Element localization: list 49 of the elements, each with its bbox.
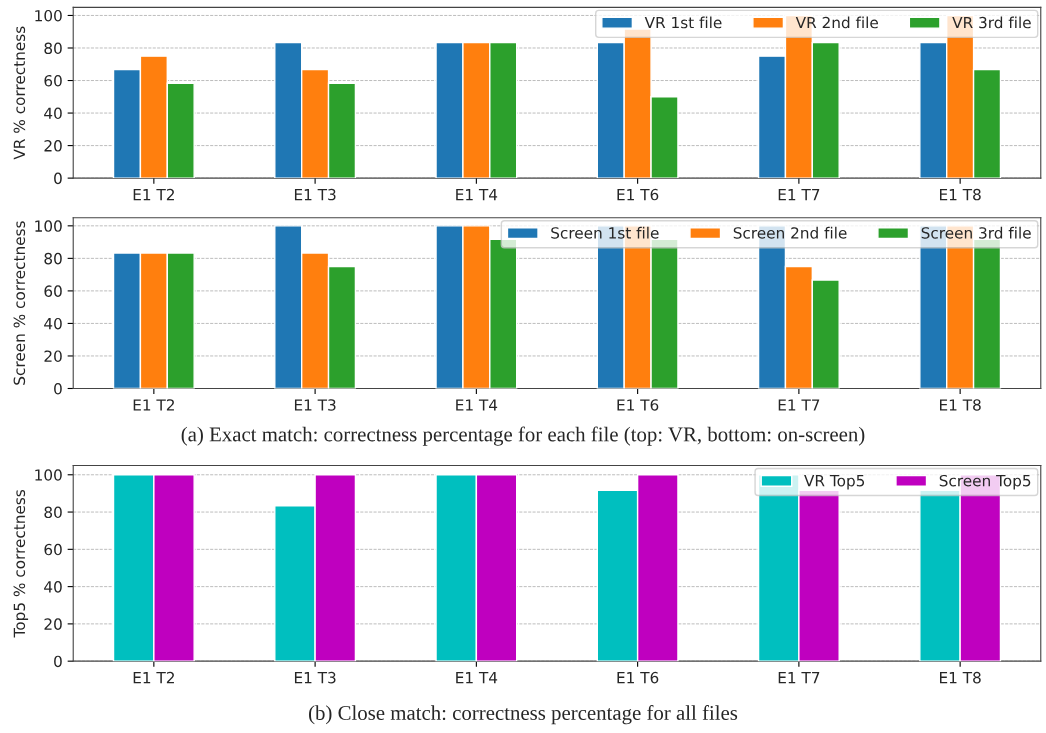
x-tick-label: E1 T8 <box>940 671 981 684</box>
y-tick-label: 0 <box>54 172 62 185</box>
y-tick-label: 100 <box>35 469 62 481</box>
x-tick-label: E1 T6 <box>617 399 659 411</box>
x-tick-label: E1 T7 <box>778 399 820 411</box>
y-tick-label: 60 <box>44 543 62 556</box>
y-tick-label: 80 <box>44 42 62 55</box>
legend-label: Screen 3rd file <box>921 226 1031 239</box>
y-tick-label: 40 <box>44 107 62 120</box>
x-tick-label: E1 T6 <box>617 671 659 684</box>
legend-label: VR 2nd file <box>795 16 878 29</box>
legend-label: Screen Top5 <box>939 474 1031 490</box>
x-tick-label: E1 T2 <box>133 399 174 411</box>
x-tick-label: E1 T3 <box>294 399 336 411</box>
x-tick-label: E1 T8 <box>940 399 981 411</box>
y-tick-label: 80 <box>44 252 62 265</box>
y-axis-title: VR % correctness <box>13 26 26 160</box>
y-tick-label: 0 <box>54 655 62 668</box>
y-tick-label: 40 <box>44 581 62 593</box>
x-tick-label: E1 T4 <box>456 399 498 411</box>
y-tick-label: 60 <box>44 74 62 87</box>
x-tick-label: E1 T4 <box>456 189 498 201</box>
legend-label: VR 3rd file <box>952 16 1031 29</box>
y-tick-label: 20 <box>44 618 62 630</box>
x-tick-label: E1 T2 <box>133 188 174 201</box>
y-axis-title: Top5 % correctness <box>13 489 29 638</box>
x-tick-label: E1 T7 <box>778 189 820 201</box>
y-tick-label: 0 <box>54 382 62 395</box>
text: (a) Exact match: correctness percentage for each file (top: VR, bottom: on-screen) <box>181 426 865 446</box>
x-tick-label: E1 T2 <box>133 671 174 684</box>
x-tick-label: E1 T3 <box>294 671 336 684</box>
y-tick-label: 100 <box>35 220 62 232</box>
x-tick-label: E1 T4 <box>456 672 498 684</box>
legend-label: Screen 1st file <box>551 226 659 239</box>
text: (b) Close match: correctness percentage for all files <box>309 705 738 725</box>
x-tick-label: E1 T7 <box>778 672 820 684</box>
x-tick-label: E1 T8 <box>940 188 981 201</box>
legend-label: VR Top5 <box>804 475 865 490</box>
y-tick-label: 20 <box>44 350 62 362</box>
x-tick-label: E1 T6 <box>617 188 659 201</box>
y-tick-label: 40 <box>44 317 62 330</box>
legend-label: Screen 2nd file <box>733 226 847 239</box>
y-tick-label: 60 <box>44 285 62 297</box>
y-tick-label: 20 <box>44 140 62 152</box>
legend-label: VR 1st file <box>644 16 722 29</box>
y-tick-label: 100 <box>35 9 62 22</box>
y-tick-label: 80 <box>44 506 62 519</box>
y-axis-title: Screen % correctness <box>13 221 26 385</box>
x-tick-label: E1 T3 <box>294 188 336 201</box>
